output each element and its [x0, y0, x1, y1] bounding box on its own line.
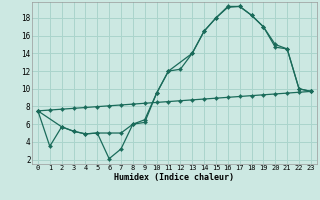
X-axis label: Humidex (Indice chaleur): Humidex (Indice chaleur) — [115, 173, 234, 182]
